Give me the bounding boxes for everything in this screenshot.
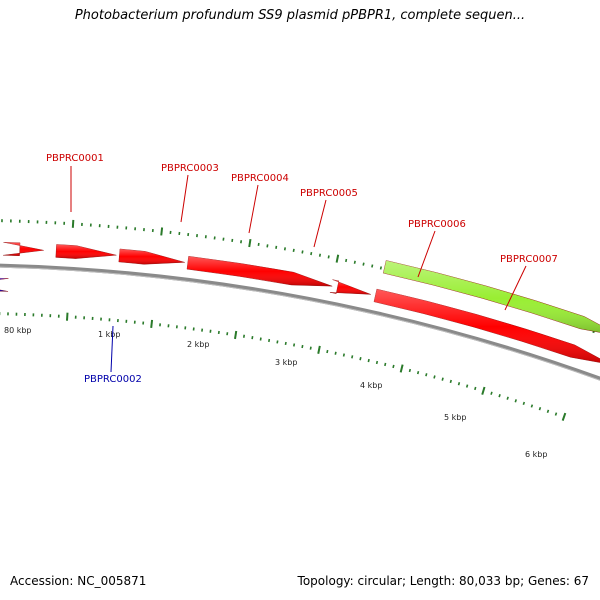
outer-tick — [292, 248, 295, 252]
outer-tick — [71, 219, 75, 228]
inner-tick — [506, 396, 509, 400]
inner-tick — [284, 341, 287, 346]
outer-tick — [283, 247, 287, 251]
inner-tick — [65, 312, 69, 321]
inner-tick — [530, 404, 534, 408]
inner-tick — [538, 406, 542, 411]
inner-tick — [334, 351, 337, 355]
outer-tick — [371, 264, 374, 268]
inner-tick — [449, 379, 452, 384]
accession-text: Accession: NC_005871 — [10, 574, 147, 588]
scale-label-1-kbp: 1 kbp — [98, 330, 120, 339]
inner-tick — [234, 330, 238, 340]
inner-tick — [457, 382, 461, 386]
leader-line-PBPRC0003 — [180, 174, 189, 223]
gene-PBPRC0003-shade — [3, 242, 44, 256]
backbone-ring — [0, 263, 600, 381]
leader-line-PBPRC0004 — [248, 184, 259, 234]
inner-tick — [546, 409, 550, 414]
gene-label-PBPRC0002[interactable]: PBPRC0002 — [84, 374, 142, 385]
leader-line-PBPRC0002 — [110, 325, 114, 373]
inner-tick — [293, 343, 296, 347]
inner-tick — [399, 364, 404, 373]
gene-label-PBPRC0005[interactable]: PBPRC0005 — [300, 188, 358, 199]
outer-tick — [318, 253, 322, 257]
inner-tick — [375, 360, 379, 365]
outer-tick — [248, 238, 252, 248]
gene-label-PBPRC0004[interactable]: PBPRC0004 — [231, 173, 289, 184]
gene-PBPRC0004-shade — [55, 244, 117, 259]
outer-tick — [160, 227, 164, 236]
inner-tick — [351, 355, 354, 359]
outer-tick — [345, 258, 348, 263]
inner-tick — [359, 357, 362, 361]
outer-tick — [327, 255, 330, 259]
map-title: Photobacterium profundum SS9 plasmid pPB… — [74, 8, 526, 23]
inner-tick — [317, 345, 321, 354]
inner-tick — [441, 377, 444, 381]
gene-PBPRC0008-partial-shade — [373, 289, 600, 363]
inner-tick — [309, 346, 312, 350]
inner-tick — [514, 399, 517, 403]
inner-tick — [276, 340, 279, 344]
leader-line-PBPRC0005 — [313, 199, 327, 248]
inner-tick — [408, 368, 412, 373]
inner-tick — [342, 353, 346, 357]
inner-tick — [150, 319, 154, 329]
leader-line-PBPRC0007 — [504, 265, 527, 311]
inner-tick — [425, 373, 428, 377]
inner-tick — [326, 349, 329, 354]
gene-label-PBPRC0007[interactable]: PBPRC0007 — [500, 254, 558, 265]
scale-label-4-kbp: 4 kbp — [360, 381, 382, 390]
inner-tick — [384, 362, 387, 367]
gene-highlighted-partial-shade — [383, 260, 600, 333]
outer-tick — [379, 266, 383, 270]
inner-tick — [561, 412, 567, 421]
inner-tick — [301, 344, 304, 349]
gene-PBPRC0007-shade — [329, 279, 371, 295]
topology-summary: Topology: circular; Length: 80,033 bp; G… — [297, 574, 589, 588]
inner-tick — [474, 386, 477, 391]
outer-tick — [310, 251, 313, 256]
leader-line-PBPRC0006 — [417, 230, 436, 278]
backbone-highlight — [0, 266, 600, 381]
inner-tick — [498, 394, 501, 398]
outer-tick — [362, 262, 365, 266]
inner-tick — [465, 384, 469, 388]
scale-label-3-kbp: 3 kbp — [275, 358, 297, 367]
inner-tick — [481, 386, 486, 395]
gene-label-PBPRC0003[interactable]: PBPRC0003 — [161, 163, 219, 174]
scale-label-80-kbp: 80 kbp — [4, 326, 32, 335]
outer-tick — [335, 254, 340, 263]
gene-PBPRC0005-shade — [118, 248, 185, 265]
gene-label-PBPRC0006[interactable]: PBPRC0006 — [408, 219, 466, 230]
scale-label-5-kbp: 5 kbp — [444, 413, 466, 422]
outer-tick — [353, 260, 356, 264]
gene-PBPRC0006-shade — [186, 256, 333, 287]
inner-tick — [522, 401, 526, 406]
scale-label-6-kbp: 6 kbp — [525, 450, 547, 459]
gene-PBPRC0002-shade — [0, 278, 9, 292]
inner-tick — [392, 364, 395, 369]
inner-tick — [268, 338, 271, 343]
inner-tick — [416, 370, 420, 375]
gene-label-PBPRC0001[interactable]: PBPRC0001 — [46, 153, 104, 164]
inner-tick — [367, 358, 370, 363]
inner-tick — [554, 412, 558, 416]
outer-tick — [301, 250, 304, 254]
inner-tick — [433, 375, 436, 379]
scale-label-2-kbp: 2 kbp — [187, 340, 209, 349]
gene-PBPRC0002[interactable] — [0, 278, 9, 292]
inner-tick — [490, 391, 493, 395]
